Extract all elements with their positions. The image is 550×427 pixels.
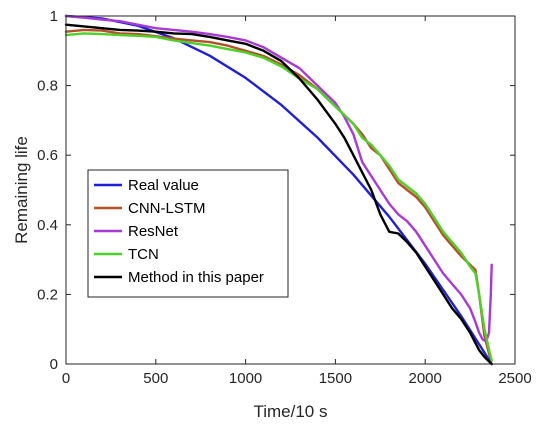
y-tick-label: 0.6	[37, 147, 58, 164]
x-tick-label: 0	[62, 370, 70, 387]
y-tick-label: 0.2	[37, 286, 58, 303]
legend: Real value CNN-LSTM ResNet TCN Method in thi…	[87, 169, 289, 298]
legend-label-3: TCN	[128, 246, 159, 263]
x-tick-label: 1000	[229, 370, 262, 387]
legend-label-0: Real value	[128, 177, 199, 194]
y-tick-label: 1	[50, 8, 58, 25]
series-layer	[64, 14, 493, 366]
legend-label-1: CNN-LSTM	[128, 200, 206, 217]
y-axis-title-group: Remaining life	[12, 136, 31, 244]
x-tick-label: 500	[143, 370, 168, 387]
x-tick-label: 2500	[498, 370, 531, 387]
series-line-3	[64, 32, 493, 362]
legend-label-2: ResNet	[128, 223, 179, 240]
series-line-2	[64, 14, 493, 343]
x-tick-label: 1500	[319, 370, 352, 387]
legend-label-4: Method in this paper	[128, 269, 264, 286]
y-tick-label: 0.8	[37, 78, 58, 95]
ticks-layer: 0 500 1000 1500 2000 2500 0 0.2 0.4 0.6 0.8 1	[37, 8, 532, 387]
series-line-4	[64, 23, 493, 366]
y-tick-label: 0	[50, 356, 58, 373]
y-axis-title: Remaining life	[12, 136, 31, 244]
plot-frame	[65, 15, 516, 365]
x-tick-label: 2000	[409, 370, 442, 387]
x-axis-title: Time/10 s	[253, 402, 327, 421]
y-tick-label: 0.4	[37, 217, 58, 234]
